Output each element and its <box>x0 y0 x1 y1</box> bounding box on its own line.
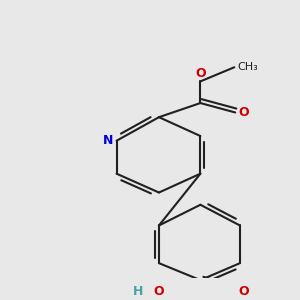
Text: CH₃: CH₃ <box>238 62 258 72</box>
Text: H: H <box>133 285 143 298</box>
Text: O: O <box>238 106 249 119</box>
Text: O: O <box>154 285 164 298</box>
Text: O: O <box>195 67 206 80</box>
Text: O: O <box>238 285 249 298</box>
Text: N: N <box>103 134 113 147</box>
